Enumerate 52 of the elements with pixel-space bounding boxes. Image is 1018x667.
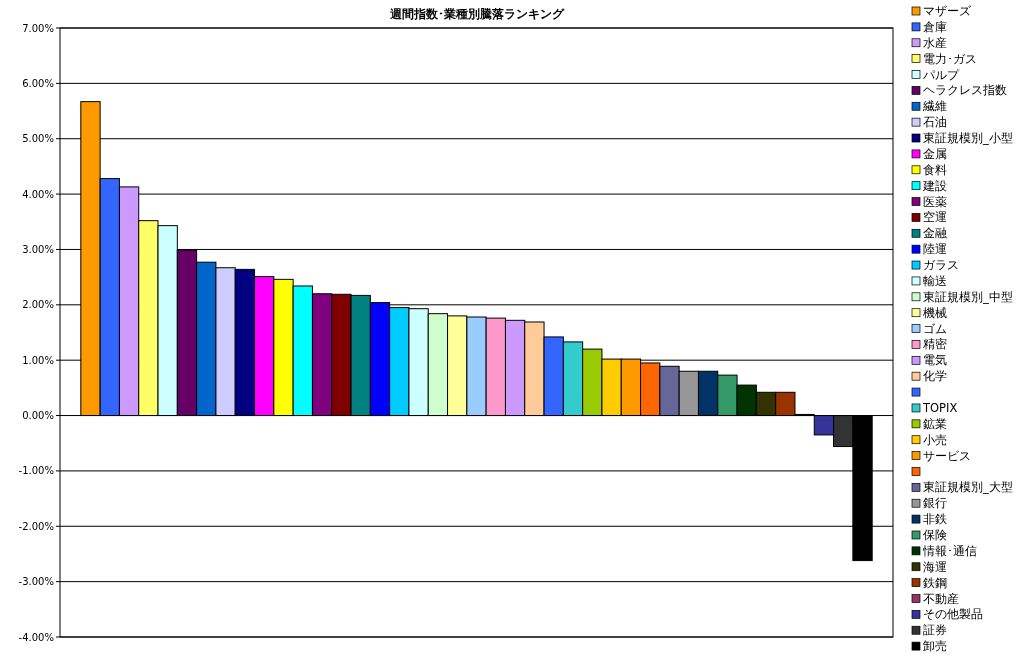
legend-label: 小売 [923,432,947,447]
legend-label: 金属 [923,146,947,161]
legend-label: 繊維 [922,99,947,114]
y-tick-label: 7.00% [22,22,54,34]
legend-label: 銀行 [923,496,947,511]
legend-label: 非鉄 [923,512,947,527]
legend-label: 証券 [923,623,947,638]
legend-label: 情報･通信 [922,543,977,558]
legend-label: 鉱業 [923,416,947,431]
legend-label: TOPIX [922,400,958,415]
legend-label: 電気 [923,353,947,368]
legend-label: 金融 [923,226,947,241]
legend-label: 精密 [923,337,947,352]
legend-label: 食料 [923,162,947,177]
y-tick-label: 4.00% [22,188,54,200]
legend-label: ゴム [923,321,947,336]
y-tick-label: 5.00% [22,133,54,145]
legend-label: 機械 [923,305,947,320]
legend-label: パルプ [922,67,960,82]
y-tick-label: -1.00% [18,465,54,477]
legend-label: 化学 [923,369,947,384]
y-tick-label: 2.00% [22,299,54,311]
legend-label: 保険 [923,528,947,542]
y-tick-label: 0.00% [22,410,54,422]
legend-label: その他製品 [923,607,983,622]
legend-label: マザーズ [923,4,972,19]
legend-label: ガラス [923,258,959,273]
y-tick-label: 3.00% [22,243,54,255]
legend-label: 建設 [922,178,947,193]
legend-label: 電力･ガス [923,51,977,66]
legend-label: サービス [923,448,971,463]
legend-label: 倉庫 [923,19,947,34]
y-tick-label: -4.00% [18,631,54,643]
legend-label: 鉄鋼 [923,575,947,590]
legend-label: 東証規模別_大型 [923,480,1013,495]
legend-label: 医薬 [923,194,947,209]
legend-label: 空運 [923,210,947,225]
y-tick-label: 6.00% [22,77,54,89]
legend-label: 陸運 [923,242,947,257]
legend-label: 不動産 [923,591,959,606]
legend-label: 石油 [923,115,947,130]
legend-label: 水産 [923,35,947,50]
y-tick-label: -3.00% [18,576,54,588]
legend-label: 東証規模別_小型 [923,131,1013,146]
y-tick-label: 1.00% [22,354,54,366]
y-tick-label: -2.00% [18,520,54,532]
legend-label: 海運 [923,559,947,574]
legend-label: 輸送 [923,273,947,288]
legend-label: 卸売 [923,639,947,654]
legend-label: 東証規模別_中型 [923,289,1013,304]
legend-label: ヘラクレス指数 [923,83,1007,98]
chart-title: 週間指数･業種別騰落ランキング [388,7,565,21]
